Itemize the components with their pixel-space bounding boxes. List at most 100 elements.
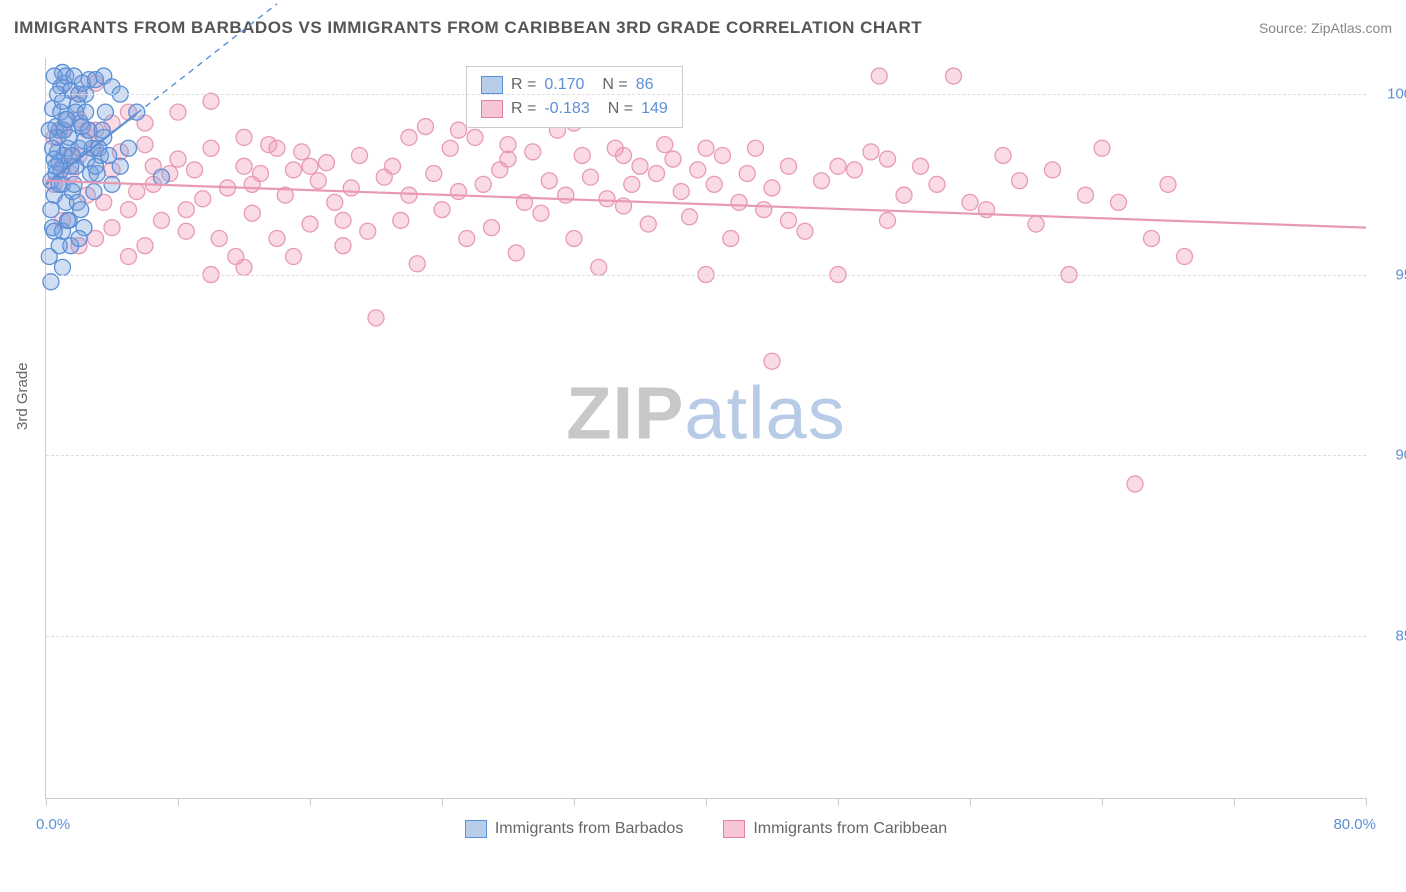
gridline-h xyxy=(46,455,1366,456)
data-point xyxy=(43,202,59,218)
series-legend: Immigrants from Barbados Immigrants from… xyxy=(46,820,1366,838)
data-point xyxy=(401,129,417,145)
x-tick xyxy=(838,798,839,806)
data-point xyxy=(244,205,260,221)
data-point xyxy=(418,119,434,135)
data-point xyxy=(55,259,71,275)
data-point xyxy=(97,104,113,120)
data-point xyxy=(385,158,401,174)
data-point xyxy=(78,104,94,120)
data-point xyxy=(45,140,61,156)
swatch-caribbean-icon xyxy=(723,820,745,838)
data-point xyxy=(459,230,475,246)
data-point xyxy=(236,158,252,174)
data-point xyxy=(690,162,706,178)
data-point xyxy=(1127,476,1143,492)
data-point xyxy=(137,238,153,254)
data-point xyxy=(913,158,929,174)
data-point xyxy=(302,158,318,174)
data-point xyxy=(434,202,450,218)
data-point xyxy=(401,187,417,203)
x-tick xyxy=(1366,798,1367,806)
data-point xyxy=(269,140,285,156)
data-point xyxy=(59,212,75,228)
data-point xyxy=(360,223,376,239)
data-point xyxy=(294,144,310,160)
data-point xyxy=(61,129,77,145)
data-point xyxy=(66,176,82,192)
data-point xyxy=(731,194,747,210)
swatch-barbados-icon xyxy=(465,820,487,838)
data-point xyxy=(847,162,863,178)
data-point xyxy=(269,230,285,246)
n-value-caribbean: 149 xyxy=(641,97,668,121)
data-point xyxy=(71,230,87,246)
legend-item-caribbean: Immigrants from Caribbean xyxy=(723,820,947,838)
swatch-barbados xyxy=(481,76,503,94)
data-point xyxy=(352,147,368,163)
data-point xyxy=(781,212,797,228)
gridline-h xyxy=(46,636,1366,637)
data-point xyxy=(599,191,615,207)
x-tick xyxy=(442,798,443,806)
data-point xyxy=(195,191,211,207)
data-point xyxy=(673,184,689,200)
data-point xyxy=(533,205,549,221)
data-point xyxy=(756,202,772,218)
data-point xyxy=(797,223,813,239)
data-point xyxy=(706,176,722,192)
data-point xyxy=(46,223,62,239)
y-axis-title: 3rd Grade xyxy=(14,362,31,430)
data-point xyxy=(764,180,780,196)
data-point xyxy=(1045,162,1061,178)
data-point xyxy=(946,68,962,84)
data-point xyxy=(591,259,607,275)
data-point xyxy=(863,144,879,160)
data-point xyxy=(343,180,359,196)
x-tick xyxy=(46,798,47,806)
plot-area: ZIPatlas R = 0.170 N = 86 R = -0.183 N =… xyxy=(45,58,1366,799)
data-point xyxy=(748,140,764,156)
data-point xyxy=(211,230,227,246)
x-tick xyxy=(706,798,707,806)
data-point xyxy=(1078,187,1094,203)
data-point xyxy=(46,68,62,84)
data-point xyxy=(129,184,145,200)
data-point xyxy=(170,151,186,167)
data-point xyxy=(178,223,194,239)
data-point xyxy=(368,310,384,326)
data-point xyxy=(525,144,541,160)
data-point xyxy=(1111,194,1127,210)
legend-item-barbados: Immigrants from Barbados xyxy=(465,820,684,838)
data-point xyxy=(657,137,673,153)
data-point xyxy=(43,274,59,290)
data-point xyxy=(187,162,203,178)
y-tick-label: 100.0% xyxy=(1373,86,1406,103)
data-point xyxy=(830,158,846,174)
data-point xyxy=(137,137,153,153)
data-point xyxy=(624,176,640,192)
data-point xyxy=(558,187,574,203)
x-tick xyxy=(1102,798,1103,806)
scatter-svg xyxy=(46,58,1366,798)
data-point xyxy=(541,173,557,189)
data-point xyxy=(393,212,409,228)
x-tick xyxy=(574,798,575,806)
data-point xyxy=(632,158,648,174)
data-point xyxy=(319,155,335,171)
data-point xyxy=(640,216,656,232)
data-point xyxy=(41,122,57,138)
data-point xyxy=(1094,140,1110,156)
x-tick xyxy=(178,798,179,806)
data-point xyxy=(178,202,194,218)
data-point xyxy=(508,245,524,261)
data-point xyxy=(426,166,442,182)
y-tick-label: 95.0% xyxy=(1373,266,1406,283)
data-point xyxy=(203,93,219,109)
gridline-h xyxy=(46,94,1366,95)
data-point xyxy=(286,162,302,178)
data-point xyxy=(896,187,912,203)
stats-row-caribbean: R = -0.183 N = 149 xyxy=(481,97,668,121)
data-point xyxy=(73,202,89,218)
data-point xyxy=(154,169,170,185)
